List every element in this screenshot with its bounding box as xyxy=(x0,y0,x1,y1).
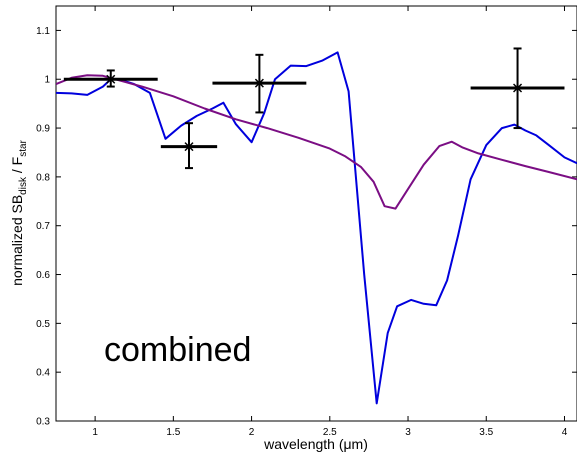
plot-area xyxy=(55,5,577,422)
y-axis-title-sub2: star xyxy=(18,139,29,156)
x-tick-label: 2 xyxy=(249,427,255,438)
y-tick-label: 0.6 xyxy=(36,270,50,281)
point-marker-b xyxy=(106,74,116,84)
series-line-2 xyxy=(56,74,577,210)
x-tick-label: 3.5 xyxy=(479,427,493,438)
point-marker-b xyxy=(184,142,194,152)
data-point-3 xyxy=(212,53,307,114)
y-axis-title-sub1: disk xyxy=(18,176,29,195)
series-line-1 xyxy=(56,51,577,405)
annotation-label: combined xyxy=(104,331,251,369)
x-axis: 1 1.5 2 2.5 3 3.5 4 xyxy=(92,6,568,438)
x-tick-label: 1 xyxy=(92,427,98,438)
x-tick-label: 3 xyxy=(405,427,411,438)
y-tick-label: 0.5 xyxy=(36,319,50,330)
y-tick-label: 0.3 xyxy=(36,417,50,428)
y-axis: 0.3 0.4 0.5 0.6 0.7 0.8 0.9 1 1.1 xyxy=(36,26,577,428)
data-point-2 xyxy=(160,122,218,170)
data-point-4 xyxy=(470,47,565,130)
x-tick-label: 4 xyxy=(562,427,568,438)
x-tick-label: 1.5 xyxy=(166,427,180,438)
y-axis-title-mid: / F xyxy=(9,157,25,177)
x-tick-label: 2.5 xyxy=(323,427,337,438)
y-tick-label: 0.9 xyxy=(36,124,50,135)
y-tick-label: 0.4 xyxy=(36,368,50,379)
y-axis-title: normalized SBdisk / Fstar xyxy=(9,139,29,285)
data-point-1 xyxy=(63,69,158,88)
point-marker-b xyxy=(513,83,523,93)
y-tick-label: 0.7 xyxy=(36,221,50,232)
data-points-layer xyxy=(63,47,565,170)
x-axis-title: wavelength (μm) xyxy=(263,436,368,452)
series-layer xyxy=(56,51,577,405)
y-tick-label: 1 xyxy=(44,75,50,86)
point-marker-b xyxy=(254,78,264,88)
y-tick-label: 0.8 xyxy=(36,172,50,183)
y-axis-title-main: normalized SB xyxy=(9,195,25,286)
y-tick-label: 1.1 xyxy=(36,26,50,37)
